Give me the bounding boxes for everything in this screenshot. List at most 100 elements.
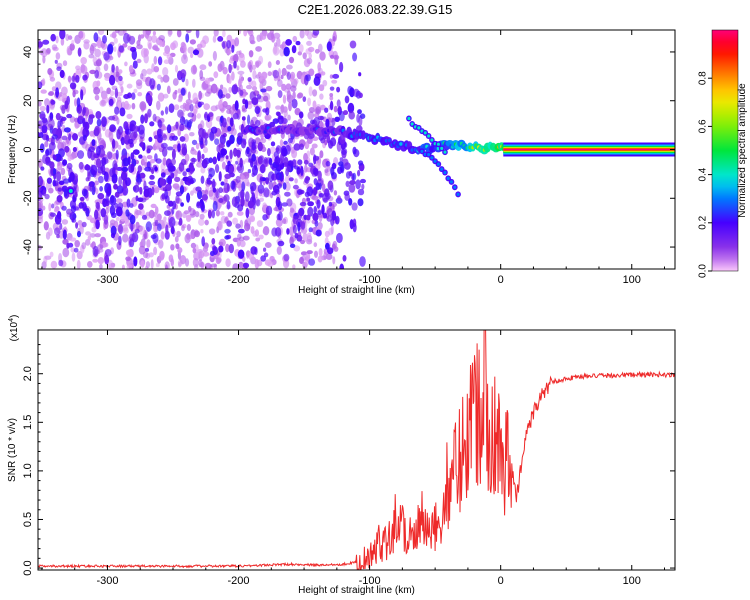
noise-speck bbox=[330, 225, 334, 235]
noise-speck bbox=[150, 259, 154, 269]
noise-speck bbox=[332, 36, 336, 42]
noise-speck bbox=[332, 256, 336, 265]
noise-speck bbox=[280, 104, 284, 115]
noise-blob bbox=[61, 135, 68, 141]
noise-blob bbox=[40, 166, 45, 171]
colorbar bbox=[711, 29, 739, 272]
noise-blob bbox=[217, 151, 221, 162]
noise-blob bbox=[342, 110, 349, 116]
branch-core bbox=[417, 126, 421, 130]
noise-speck bbox=[190, 53, 194, 59]
noise-blob bbox=[161, 193, 166, 200]
noise-blob bbox=[238, 228, 245, 234]
noise-blob bbox=[127, 138, 134, 145]
noise-speck bbox=[219, 211, 225, 216]
noise-speck bbox=[322, 79, 328, 87]
noise-speck bbox=[280, 74, 284, 80]
noise-speck bbox=[49, 76, 56, 82]
noise-blob bbox=[296, 189, 303, 195]
noise-speck bbox=[185, 78, 189, 87]
noise-blob bbox=[42, 189, 47, 197]
noise-blob bbox=[114, 202, 119, 208]
noise-blob bbox=[262, 214, 268, 221]
noise-blob bbox=[120, 136, 125, 146]
noise-blob bbox=[132, 60, 138, 69]
noise-blob bbox=[200, 175, 205, 184]
branch-core bbox=[420, 149, 424, 153]
noise-blob bbox=[149, 121, 155, 127]
noise-blob bbox=[149, 78, 156, 89]
noise-speck bbox=[259, 137, 267, 144]
noise-blob bbox=[131, 49, 137, 61]
noise-blob bbox=[355, 179, 361, 190]
noise-blob bbox=[348, 170, 353, 177]
noise-speck bbox=[172, 144, 178, 149]
noise-speck bbox=[329, 93, 334, 97]
noise-blob bbox=[231, 44, 235, 53]
noise-blob bbox=[291, 98, 298, 109]
noise-speck bbox=[225, 93, 231, 99]
noise-blob bbox=[116, 128, 121, 140]
noise-blob bbox=[160, 110, 164, 116]
noise-blob bbox=[106, 151, 113, 160]
noise-blob bbox=[289, 243, 296, 248]
noise-blob bbox=[228, 243, 234, 254]
noise-blob bbox=[196, 202, 202, 209]
noise-blob bbox=[58, 156, 63, 162]
noise-blob bbox=[344, 142, 348, 148]
noise-speck bbox=[136, 58, 142, 64]
noise-blob bbox=[357, 188, 365, 196]
noise-blob bbox=[138, 203, 144, 210]
noise-speck bbox=[162, 157, 167, 166]
noise-speck bbox=[307, 232, 312, 238]
noise-blob bbox=[227, 126, 232, 132]
noise-blob bbox=[171, 207, 175, 215]
noise-blob bbox=[307, 206, 314, 217]
noise-blob bbox=[287, 137, 293, 144]
noise-blob bbox=[56, 195, 63, 203]
noise-blob bbox=[201, 194, 209, 201]
noise-blob bbox=[62, 159, 68, 166]
noise-blob bbox=[325, 160, 331, 167]
noise-blob bbox=[78, 115, 84, 120]
noise-speck bbox=[160, 76, 164, 83]
noise-speck bbox=[236, 50, 242, 56]
noise-blob bbox=[199, 140, 204, 145]
noise-speck bbox=[154, 47, 160, 52]
noise-blob bbox=[144, 113, 148, 124]
noise-blob bbox=[307, 201, 314, 207]
noise-blob bbox=[71, 218, 77, 223]
noise-speck bbox=[175, 243, 180, 250]
noise-blob bbox=[237, 162, 244, 174]
noise-blob bbox=[181, 146, 188, 156]
noise-blob bbox=[122, 186, 129, 196]
noise-blob bbox=[177, 109, 184, 118]
noise-speck bbox=[307, 111, 315, 120]
noise-speck bbox=[199, 69, 204, 80]
noise-blob bbox=[166, 146, 174, 151]
noise-speck bbox=[304, 141, 310, 150]
bottom-x-tick-label: -300 bbox=[96, 575, 118, 587]
noise-speck bbox=[39, 105, 46, 112]
noise-blob bbox=[64, 188, 68, 197]
noise-speck bbox=[183, 45, 188, 53]
noise-speck bbox=[133, 88, 138, 93]
branch-core bbox=[430, 156, 434, 160]
noise-speck bbox=[219, 60, 225, 71]
noise-speck bbox=[140, 34, 145, 39]
noise-speck bbox=[275, 60, 280, 65]
noise-speck bbox=[186, 224, 191, 231]
noise-blob bbox=[164, 106, 169, 115]
noise-speck bbox=[193, 150, 198, 156]
noise-blob bbox=[306, 197, 311, 202]
noise-speck bbox=[205, 119, 213, 129]
noise-blob bbox=[147, 108, 152, 118]
noise-blob bbox=[337, 166, 343, 175]
noise-speck bbox=[80, 65, 88, 74]
noise-speck bbox=[302, 232, 308, 242]
noise-speck bbox=[204, 189, 209, 196]
noise-blob bbox=[115, 206, 123, 217]
noise-blob bbox=[162, 134, 168, 141]
noise-blob bbox=[125, 177, 131, 187]
noise-speck bbox=[187, 91, 191, 100]
